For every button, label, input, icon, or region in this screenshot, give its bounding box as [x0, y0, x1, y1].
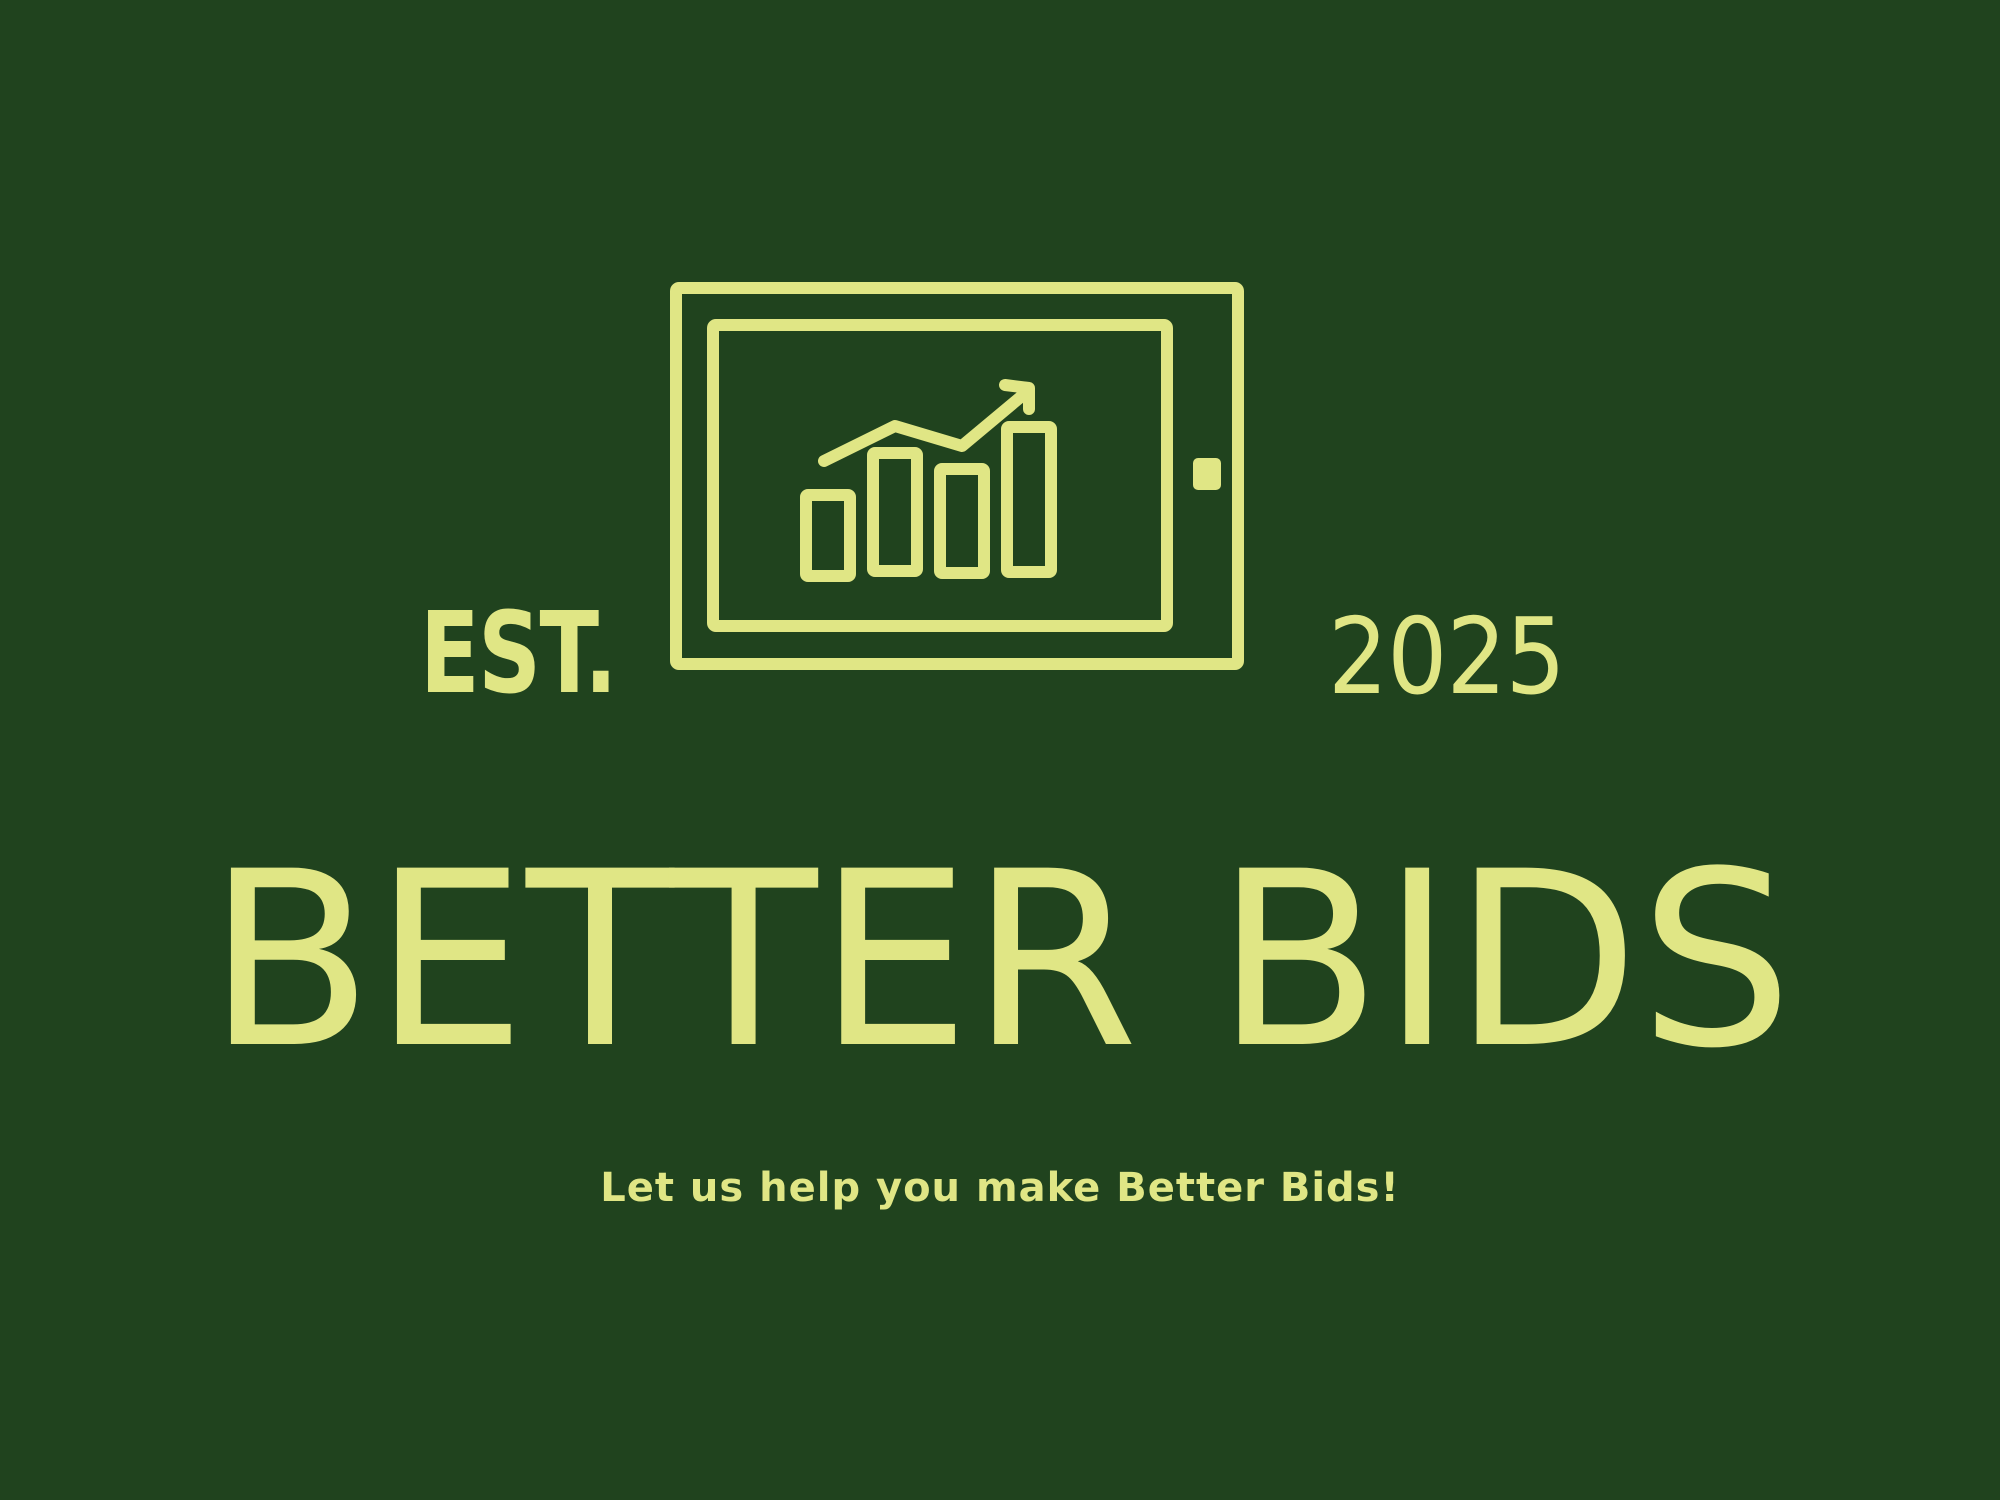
chart-bar-4 — [1001, 421, 1057, 578]
chart-bar-1 — [800, 489, 856, 582]
chart-bar-2 — [867, 447, 923, 577]
tablet-outer-frame — [670, 282, 1244, 670]
tagline: Let us help you make Better Bids! — [600, 1165, 1400, 1211]
tablet-home-button — [1193, 458, 1221, 490]
tablet-screen — [707, 319, 1173, 632]
trend-line — [818, 389, 1029, 467]
established-year: 2025 — [1328, 596, 1566, 718]
chart-bar-3 — [934, 463, 990, 579]
tablet-growth-chart-icon — [670, 282, 1244, 670]
trend-arrow-head — [999, 379, 1035, 415]
est-label: EST. — [420, 589, 617, 719]
brand-name: BETTER BIDS — [207, 820, 1793, 1102]
